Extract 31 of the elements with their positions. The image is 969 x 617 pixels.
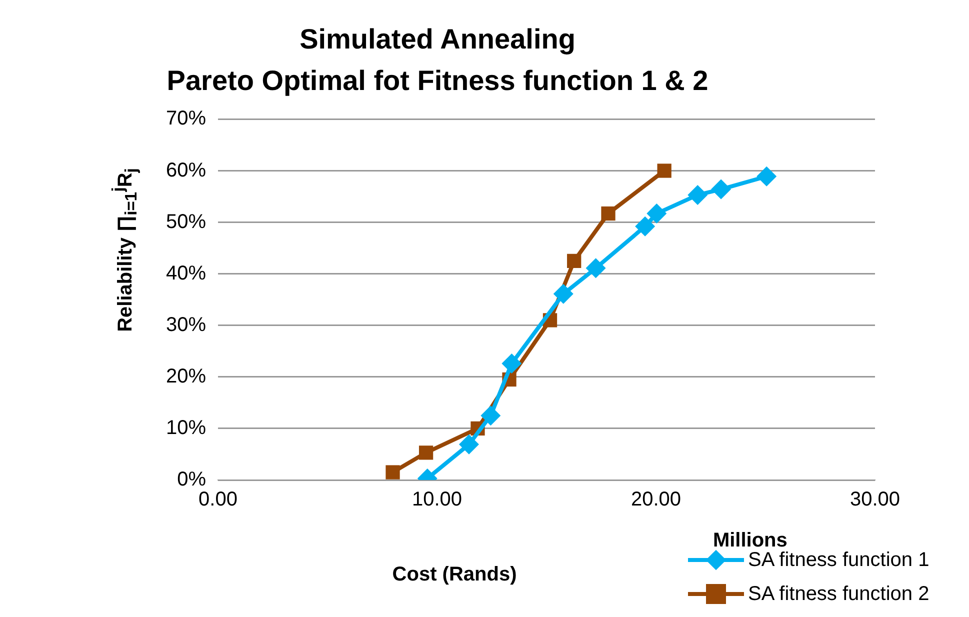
x-axis-title: Cost (Rands) xyxy=(392,564,517,586)
x-tick-label: 30.00 xyxy=(850,488,900,511)
point xyxy=(657,164,672,178)
point xyxy=(458,434,479,454)
y-tick-label: 0% xyxy=(177,468,206,491)
legend-label: SA fitness function 2 xyxy=(748,582,930,606)
y-tick-label: 20% xyxy=(166,365,206,388)
x-tick-label: 10.00 xyxy=(412,488,462,511)
point xyxy=(567,254,582,268)
point xyxy=(502,354,522,374)
point xyxy=(601,206,616,221)
point xyxy=(480,406,501,426)
y-tick-label: 50% xyxy=(166,210,206,233)
y-tick-label: 60% xyxy=(166,159,206,182)
point xyxy=(418,446,434,460)
point xyxy=(635,216,656,236)
y-tick-label: 40% xyxy=(166,262,206,284)
chart-subtitle: Pareto Optimal fot Fitness function 1 & 2 xyxy=(166,65,708,96)
point xyxy=(553,284,574,304)
point xyxy=(646,204,667,224)
point xyxy=(586,258,606,278)
y-tick-label: 10% xyxy=(166,416,206,439)
point xyxy=(711,179,732,200)
x-tick-label: 0.00 xyxy=(198,488,238,511)
x-tick-label: 20.00 xyxy=(630,488,682,511)
chart-title: Simulated Annealing xyxy=(300,24,576,55)
point xyxy=(386,465,400,480)
y-tick-label: 30% xyxy=(166,314,206,336)
point xyxy=(756,166,777,186)
point xyxy=(688,184,708,205)
y-tick-label: 70% xyxy=(166,108,206,130)
